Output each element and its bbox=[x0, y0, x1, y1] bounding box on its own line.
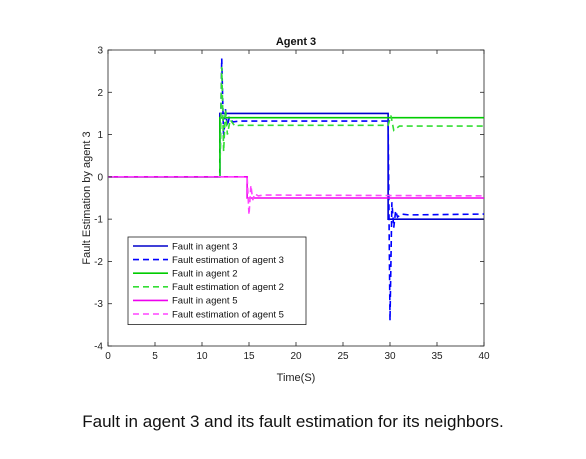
x-tick-label: 25 bbox=[337, 351, 349, 362]
x-tick-label: 0 bbox=[105, 351, 111, 362]
y-tick-label: 1 bbox=[97, 130, 103, 141]
series-line-5 bbox=[108, 176, 484, 199]
x-tick-label: 30 bbox=[384, 351, 396, 362]
legend-entry: Fault estimation of agent 2 bbox=[172, 282, 284, 293]
legend-entry: Fault in agent 5 bbox=[172, 296, 238, 307]
x-tick-label: 15 bbox=[243, 351, 255, 362]
y-tick-label: -2 bbox=[94, 257, 103, 268]
legend-entry: Fault estimation of agent 5 bbox=[172, 309, 284, 320]
y-tick-label: -3 bbox=[94, 299, 103, 310]
ticks-layer: 0 5 10 15 20 25 30 35 40 -4 -3 -2 -1 0 1 2 3 bbox=[94, 46, 490, 363]
legend-entry: Fault estimation of agent 3 bbox=[172, 255, 284, 266]
series-line-2 bbox=[108, 58, 484, 321]
legend: Fault in agent 3 Fault estimation of agen… bbox=[127, 236, 307, 325]
series-line-6 bbox=[108, 176, 484, 215]
x-tick-label: 40 bbox=[478, 351, 490, 362]
chart: Agent 3 0 5 10 15 20 25 30 35 40 -4 -3 -2 -1 0 1 2 3 Tim… bbox=[81, 36, 490, 384]
x-tick-label: 20 bbox=[290, 351, 302, 362]
y-axis-label: Fault Estimation by agent 3 bbox=[81, 131, 93, 264]
figure-caption: Fault in agent 3 and its fault estimatio… bbox=[82, 412, 504, 431]
x-tick-label: 35 bbox=[431, 351, 443, 362]
y-tick-label: 3 bbox=[97, 46, 103, 57]
legend-box bbox=[127, 236, 307, 325]
legend-entry: Fault in agent 2 bbox=[172, 269, 238, 280]
legend-entry: Fault in agent 3 bbox=[172, 241, 238, 252]
x-tick-label: 10 bbox=[196, 351, 208, 362]
x-tick-label: 5 bbox=[152, 351, 158, 362]
y-tick-label: -4 bbox=[94, 342, 103, 353]
chart-title: Agent 3 bbox=[276, 36, 316, 48]
y-tick-label: -1 bbox=[94, 215, 103, 226]
y-tick-label: 0 bbox=[97, 172, 103, 183]
series-line-4 bbox=[108, 66, 484, 178]
series-layer bbox=[108, 58, 484, 321]
x-axis-label: Time(S) bbox=[277, 372, 316, 384]
y-tick-label: 2 bbox=[97, 88, 103, 99]
